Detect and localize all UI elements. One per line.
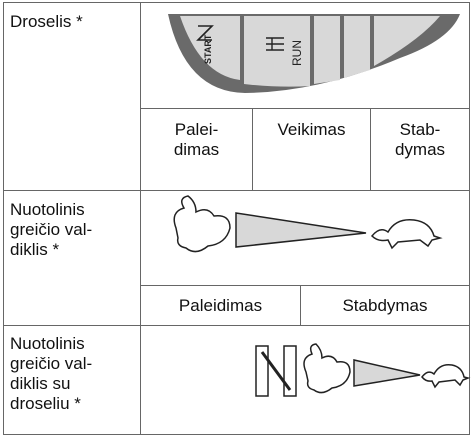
row-label: Nuotolinis greičio val- diklis su drosel… [10, 334, 93, 413]
rabbit [303, 343, 351, 394]
throttle-segment [344, 16, 370, 78]
option-label: Paleidimas [178, 296, 263, 315]
option-label: Palei- dimas [173, 120, 220, 159]
option-label: Veikimas [277, 120, 346, 139]
speed-wedge [235, 212, 367, 248]
icon-label: START [203, 34, 213, 64]
turtle [421, 363, 471, 389]
row-label: Nuotolinis greičio val- diklis * [10, 200, 93, 259]
choke-symbol [196, 25, 214, 41]
run-symbol [266, 37, 284, 51]
turtle [370, 219, 443, 250]
throttle-segment [374, 16, 440, 66]
speed-wedge [353, 359, 421, 387]
option-label: Stab- dymas [394, 120, 446, 159]
throttle-segment [314, 16, 340, 84]
throttle-segment [180, 16, 240, 80]
icon-label: RUN [290, 40, 304, 66]
option-label: Stabdymas [342, 296, 428, 315]
row-label: Droselis * [10, 12, 83, 31]
choke-icon [255, 345, 297, 397]
rabbit [173, 195, 231, 253]
throttle-segment [244, 16, 310, 87]
